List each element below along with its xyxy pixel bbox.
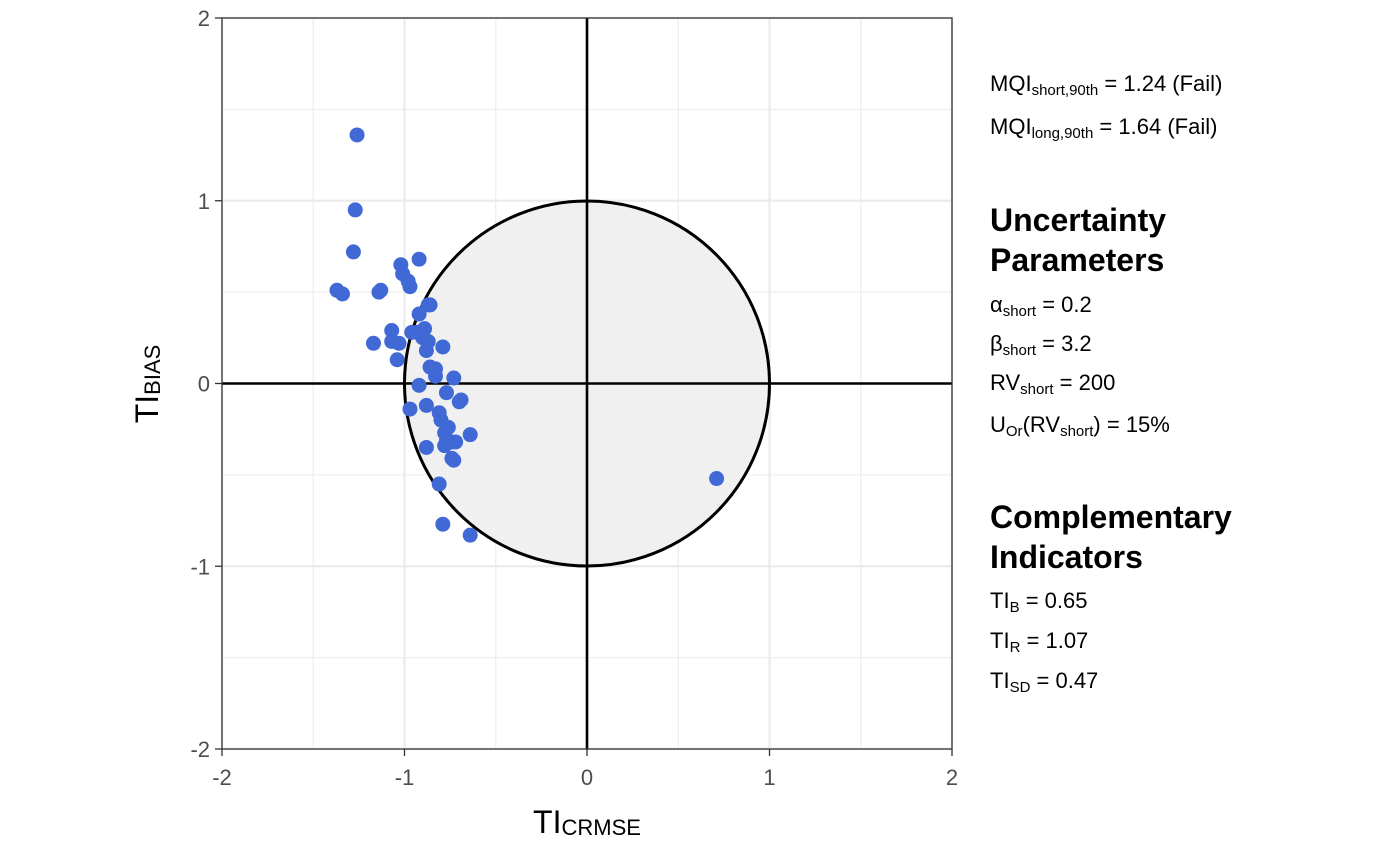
data-point — [411, 306, 427, 322]
y-tick-label: 1 — [198, 189, 210, 214]
data-point — [349, 127, 365, 143]
uor-rv-short: UOr(RVshort) = 15% — [990, 412, 1170, 440]
x-axis-title: TICRMSE — [533, 804, 641, 840]
beta-short: βshort = 3.2 — [990, 331, 1092, 359]
x-tick-label: 1 — [763, 765, 775, 790]
data-point — [422, 297, 438, 313]
data-point — [462, 427, 478, 443]
data-point — [438, 385, 454, 401]
data-point — [411, 377, 427, 393]
data-point — [462, 527, 478, 543]
ti-r: TIR = 1.07 — [990, 628, 1089, 656]
data-point — [431, 476, 447, 492]
data-point — [402, 401, 418, 417]
data-point — [418, 439, 434, 455]
y-axis-title: TIBIAS — [129, 345, 165, 424]
data-point — [365, 335, 381, 351]
data-point — [384, 323, 400, 339]
data-point — [411, 251, 427, 267]
y-tick-label: -2 — [190, 737, 210, 762]
axis-ticks: -2 -1 0 1 2 -2 -1 0 1 2 — [190, 6, 958, 790]
data-point — [446, 452, 462, 468]
data-point — [418, 397, 434, 413]
complementary-heading: Complementary Indicators — [990, 499, 1232, 575]
data-points — [329, 127, 725, 543]
uncertainty-heading: Uncertainty Parameters — [990, 202, 1167, 278]
data-point — [347, 202, 363, 218]
x-tick-label: 0 — [581, 765, 593, 790]
x-tick-label: -2 — [212, 765, 232, 790]
x-tick-label: 2 — [946, 765, 958, 790]
y-tick-label: 2 — [198, 6, 210, 31]
data-point — [428, 368, 444, 384]
data-point — [373, 282, 389, 298]
data-point — [391, 335, 407, 351]
zero-axes — [222, 18, 952, 749]
data-point — [402, 279, 418, 295]
data-point — [418, 343, 434, 359]
target-diagram: -2 -1 0 1 2 -2 -1 0 1 2 TICRMSE TIBIAS — [129, 6, 958, 840]
data-point — [446, 370, 462, 386]
y-tick-label: 0 — [198, 372, 210, 397]
data-point — [334, 286, 350, 302]
data-point — [389, 352, 405, 368]
data-point — [451, 394, 467, 410]
rv-short: RVshort = 200 — [990, 370, 1116, 398]
mqi-short: MQIshort,90th = 1.24 (Fail) — [990, 71, 1223, 99]
data-point — [345, 244, 361, 260]
y-tick-label: -1 — [190, 554, 210, 579]
mqi-long: MQIlong,90th = 1.64 (Fail) — [990, 114, 1218, 142]
ti-b: TIB = 0.65 — [990, 588, 1088, 616]
data-point — [435, 516, 451, 532]
data-point — [435, 339, 451, 355]
x-tick-label: -1 — [395, 765, 415, 790]
alpha-short: αshort = 0.2 — [990, 292, 1092, 320]
data-point — [437, 438, 453, 454]
data-point — [709, 471, 725, 487]
ti-sd: TISD = 0.47 — [990, 668, 1099, 696]
